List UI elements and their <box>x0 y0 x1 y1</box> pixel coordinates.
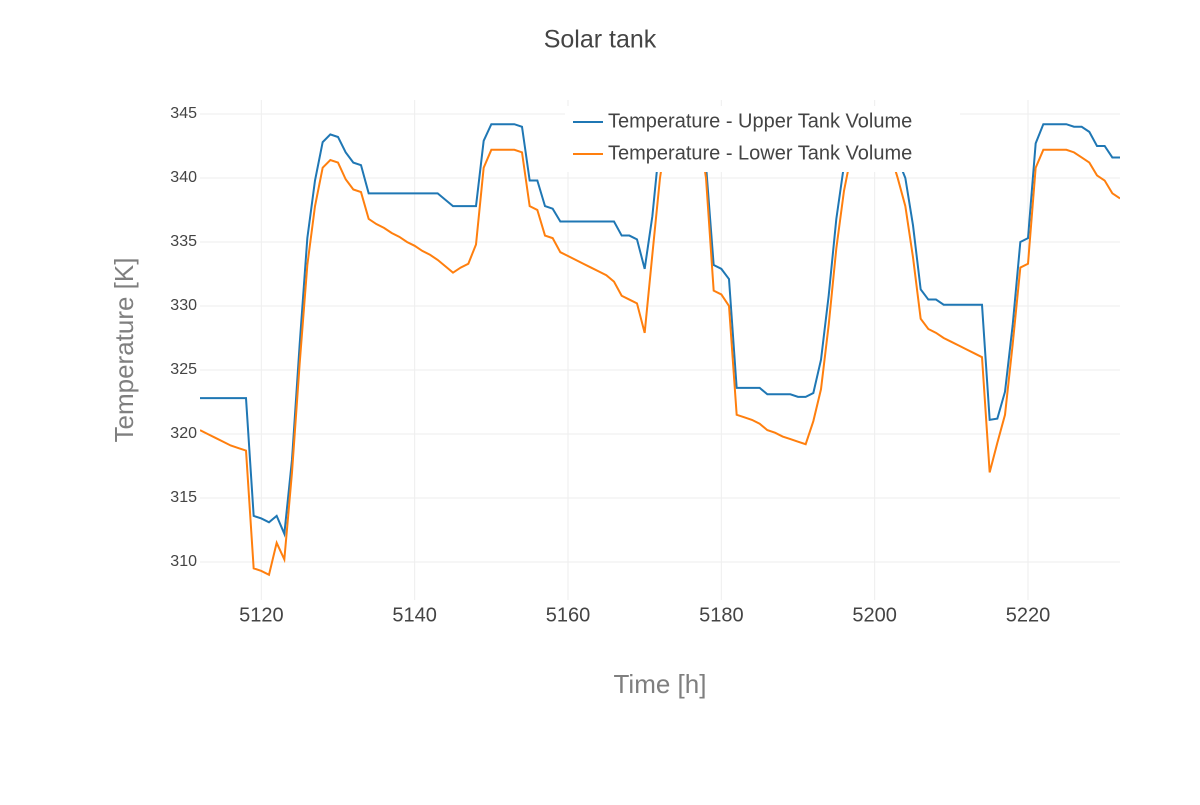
y-axis-title: Temperature [K] <box>109 258 139 443</box>
x-tick-label: 5120 <box>239 604 284 626</box>
y-tick-label: 335 <box>170 233 197 250</box>
x-tick-label: 5180 <box>699 604 744 626</box>
grid: 310 315 320 325 330 335 340 345 5120 5140 5160 5180… <box>170 100 1120 626</box>
legend-background <box>565 106 960 172</box>
y-tick-label: 315 <box>170 489 197 506</box>
y-tick-label: 330 <box>170 297 197 314</box>
y-tick-label: 325 <box>170 361 197 378</box>
y-tick-label: 320 <box>170 425 197 442</box>
chart-title: Solar tank <box>544 26 657 54</box>
legend-label: Temperature - Lower Tank Volume <box>608 142 912 164</box>
x-tick-label: 5140 <box>392 604 437 626</box>
legend-label: Temperature - Upper Tank Volume <box>608 110 912 132</box>
data-line <box>200 112 1120 577</box>
x-tick-label: 5160 <box>546 604 591 626</box>
x-axis-title: Time [h] <box>614 669 707 699</box>
y-tick-label: 345 <box>170 105 197 122</box>
x-tick-label: 5200 <box>852 604 897 626</box>
y-tick-label: 310 <box>170 553 197 570</box>
y-tick-label: 340 <box>170 169 197 186</box>
legend: Temperature - Upper Tank Volume Temperatu… <box>565 106 960 172</box>
x-tick-label: 5220 <box>1006 604 1051 626</box>
